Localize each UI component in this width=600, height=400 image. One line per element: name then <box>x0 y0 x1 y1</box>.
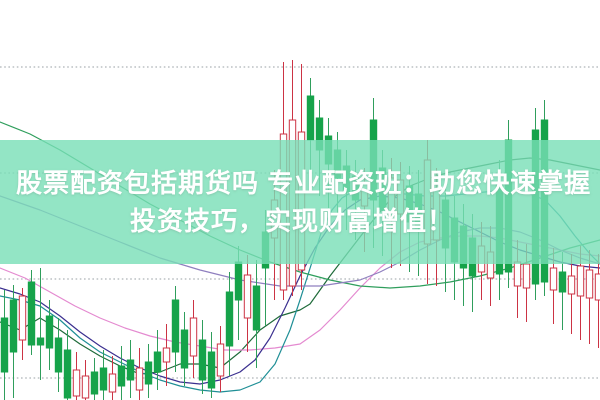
candle-8 <box>72 352 81 400</box>
candle-59 <box>531 108 540 300</box>
candle-2 <box>18 288 27 360</box>
candle-62 <box>558 252 567 330</box>
candle-33 <box>297 64 306 290</box>
candle-46 <box>414 170 423 276</box>
candle-47 <box>423 140 432 284</box>
candle-36 <box>324 118 333 208</box>
candle-16 <box>144 344 153 398</box>
candle-39 <box>351 160 360 240</box>
candle-9 <box>81 360 90 400</box>
candle-7 <box>63 330 72 400</box>
candle-4 <box>36 268 45 380</box>
candle-43 <box>387 158 396 268</box>
candle-34 <box>306 78 315 180</box>
candle-45 <box>405 166 414 272</box>
candle-20 <box>180 312 189 386</box>
candle-19 <box>171 286 180 372</box>
candle-25 <box>225 272 234 376</box>
candle-3 <box>27 270 36 355</box>
candle-6 <box>54 318 63 392</box>
candle-13 <box>117 346 126 400</box>
candle-5 <box>45 300 54 370</box>
candle-42 <box>378 150 387 256</box>
candle-58 <box>522 244 531 322</box>
candle-21 <box>189 300 198 378</box>
candle-30 <box>270 170 279 300</box>
candle-41 <box>369 98 378 248</box>
candle-63 <box>567 254 576 334</box>
candle-56 <box>504 120 513 288</box>
candle-51 <box>459 204 468 306</box>
candle-66 <box>594 254 600 348</box>
candle-29 <box>261 210 270 326</box>
candle-23 <box>207 332 216 398</box>
candle-57 <box>513 240 522 318</box>
candle-49 <box>441 180 450 292</box>
candle-18 <box>162 324 171 386</box>
candle-48 <box>432 168 441 286</box>
candle-64 <box>576 246 585 340</box>
candle-17 <box>153 330 162 390</box>
candle-65 <box>585 250 594 344</box>
candle-1 <box>9 285 18 398</box>
candle-32 <box>288 60 297 296</box>
candle-26 <box>234 246 243 340</box>
candle-28 <box>252 260 261 368</box>
candle-40 <box>360 168 369 252</box>
candle-60 <box>540 100 549 296</box>
candle-0 <box>0 290 9 400</box>
candle-31 <box>279 62 288 300</box>
candle-14 <box>126 340 135 398</box>
candle-50 <box>450 196 459 300</box>
candle-55 <box>495 160 504 300</box>
candle-10 <box>90 358 99 400</box>
candle-38 <box>342 150 351 230</box>
candle-24 <box>216 326 225 392</box>
candle-22 <box>198 320 207 394</box>
candle-12 <box>108 356 117 400</box>
candle-27 <box>243 255 252 352</box>
candle-15 <box>135 348 144 400</box>
candle-35 <box>315 100 324 196</box>
candle-11 <box>99 350 108 400</box>
